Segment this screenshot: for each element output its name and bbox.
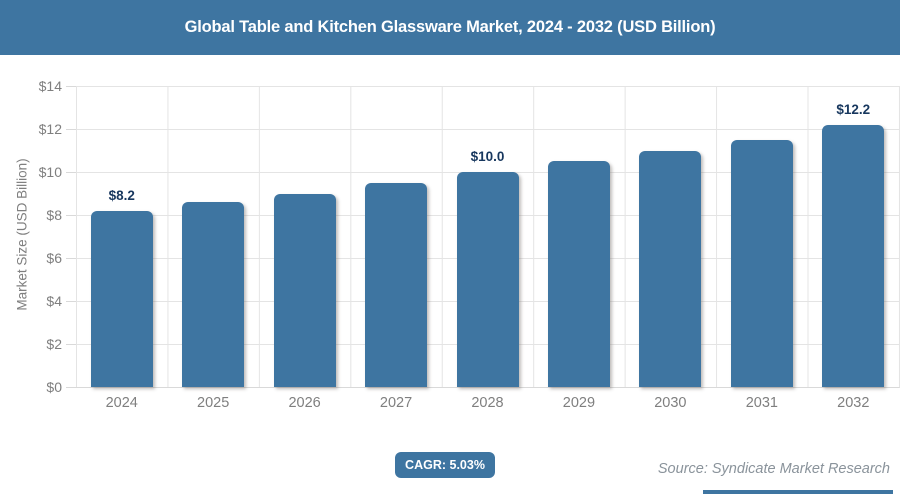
x-tick-label-2032: 2032 [837,395,870,411]
cagr-badge: CAGR: 5.03% [395,452,495,478]
bar-2027 [365,182,428,387]
bar-2024 [90,210,153,387]
y-tick-label: $14 [38,78,62,94]
x-tick-label-2029: 2029 [562,395,596,411]
source-note: Source: Syndicate Market Research [657,461,890,477]
bar-value-label-2024: $8.2 [108,187,135,203]
x-tick-label-2028: 2028 [471,395,504,411]
x-tick-label-2025: 2025 [197,395,230,411]
bar-2026 [273,193,336,387]
y-tick-label: $0 [46,379,62,395]
y-tick-mark [66,387,76,388]
bar-2032 [822,124,885,387]
plot-area [76,86,900,388]
bar-2028 [456,172,519,387]
y-tick-mark [66,344,76,345]
bar-2025 [182,202,245,387]
y-tick-label: $12 [38,121,62,137]
x-tick-label-2030: 2030 [654,395,687,411]
y-tick-mark [66,215,76,216]
chart-header: Global Table and Kitchen Glassware Marke… [0,0,900,55]
y-tick-mark [66,172,76,173]
bar-2030 [639,150,702,387]
x-tick-label-2026: 2026 [288,395,321,411]
y-tick-mark [66,86,76,87]
y-tick-label: $6 [46,250,62,266]
chart-title: Global Table and Kitchen Glassware Marke… [184,18,716,36]
y-tick-mark [66,258,76,259]
bar-value-label-2028: $10.0 [470,149,505,164]
y-tick-label: $4 [46,293,62,309]
footer-accent-rule [703,490,893,494]
x-tick-label-2031: 2031 [745,395,778,411]
bar-2029 [547,161,610,387]
bar-2031 [730,139,793,387]
cagr-badge-label: CAGR: 5.03% [405,458,485,472]
bar-value-label-2032: $12.2 [836,101,871,117]
x-tick-label-2024: 2024 [105,395,138,411]
y-tick-mark [66,301,76,302]
y-tick-mark [66,129,76,130]
y-tick-label: $2 [46,336,62,352]
y-tick-label: $8 [46,207,62,223]
x-tick-label-2027: 2027 [379,395,413,411]
y-tick-label: $10 [38,164,62,180]
